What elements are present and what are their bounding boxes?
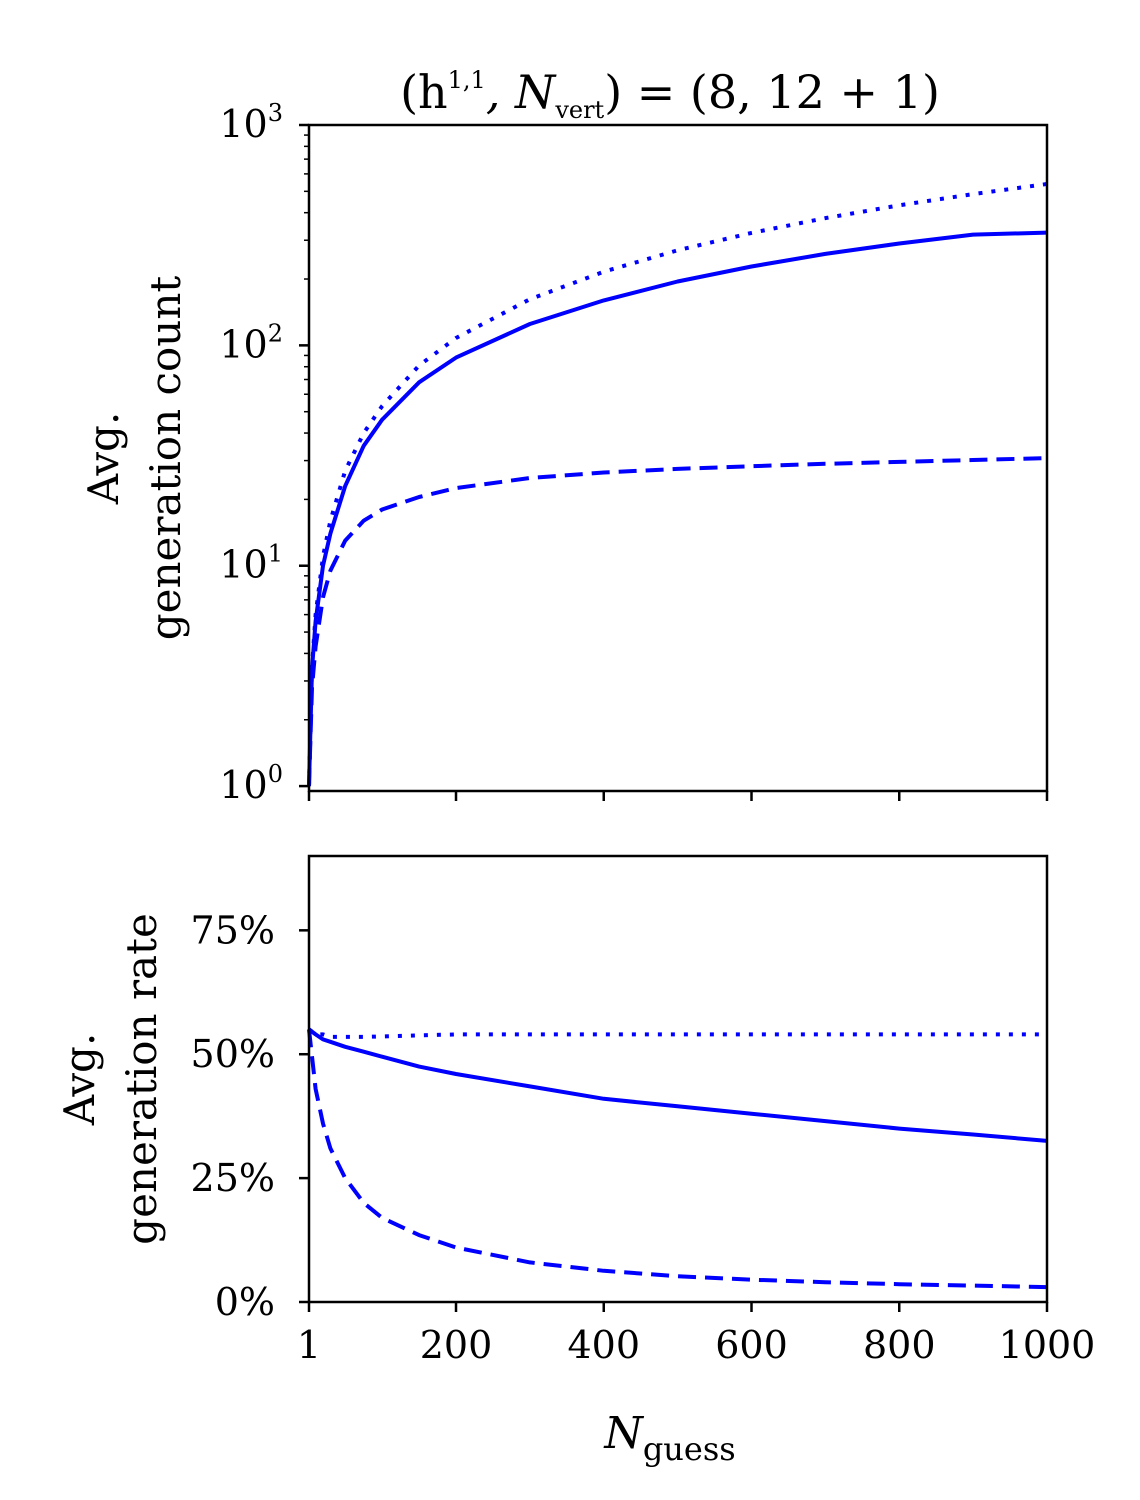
x-axis-label: Nguess [603, 1408, 735, 1468]
bottom-xtick-label: 200 [420, 1323, 493, 1367]
bottom-series-group [307, 1027, 1048, 1290]
top-series-dashed [307, 456, 1048, 787]
top-ytick-label: 103 [219, 99, 283, 146]
bottom-ytick-label: 25% [191, 1156, 275, 1200]
top-ytick-label: 101 [219, 540, 283, 587]
chart-title: (h1,1, Nvert) = (8, 12 + 1) [400, 65, 940, 124]
bottom-xtick-label: 1 [297, 1323, 321, 1367]
bottom-ticks-group: 0% 25% 50% 75% 1 200 400 600 800 1000 [191, 908, 1096, 1367]
top-ylabel-line1: Avg. [79, 412, 128, 506]
bottom-series-solid [307, 1027, 1048, 1143]
top-panel: 100 101 102 103 Avg. generation count [79, 99, 1049, 807]
bottom-ylabel-line1: Avg. [55, 1033, 104, 1127]
top-series-group [307, 182, 1048, 787]
bottom-axes-frame [307, 854, 1049, 1304]
bottom-xtick-label: 800 [863, 1323, 936, 1367]
top-series-solid [307, 230, 1048, 787]
bottom-xtick-label: 400 [567, 1323, 640, 1367]
top-ticks-group: 100 101 102 103 [219, 99, 1049, 807]
bottom-ytick-label: 0% [215, 1280, 275, 1324]
top-ytick-label: 100 [219, 760, 283, 807]
bottom-ylabel-line2: generation rate [117, 913, 166, 1245]
top-ylabel-line2: generation count [141, 276, 190, 641]
top-axes-frame [307, 123, 1049, 793]
bottom-ytick-label: 50% [191, 1032, 275, 1076]
top-series-dotted [307, 182, 1048, 787]
bottom-panel: 0% 25% 50% 75% 1 200 400 600 800 1000 Avg. genera… [55, 854, 1096, 1468]
bottom-series-dotted [307, 1027, 1047, 1039]
bottom-series-dashed [307, 1029, 1048, 1290]
bottom-xtick-label: 1000 [999, 1323, 1096, 1367]
bottom-ytick-label: 75% [191, 908, 275, 952]
top-ytick-label: 102 [219, 319, 283, 366]
bottom-xtick-label: 600 [715, 1323, 788, 1367]
